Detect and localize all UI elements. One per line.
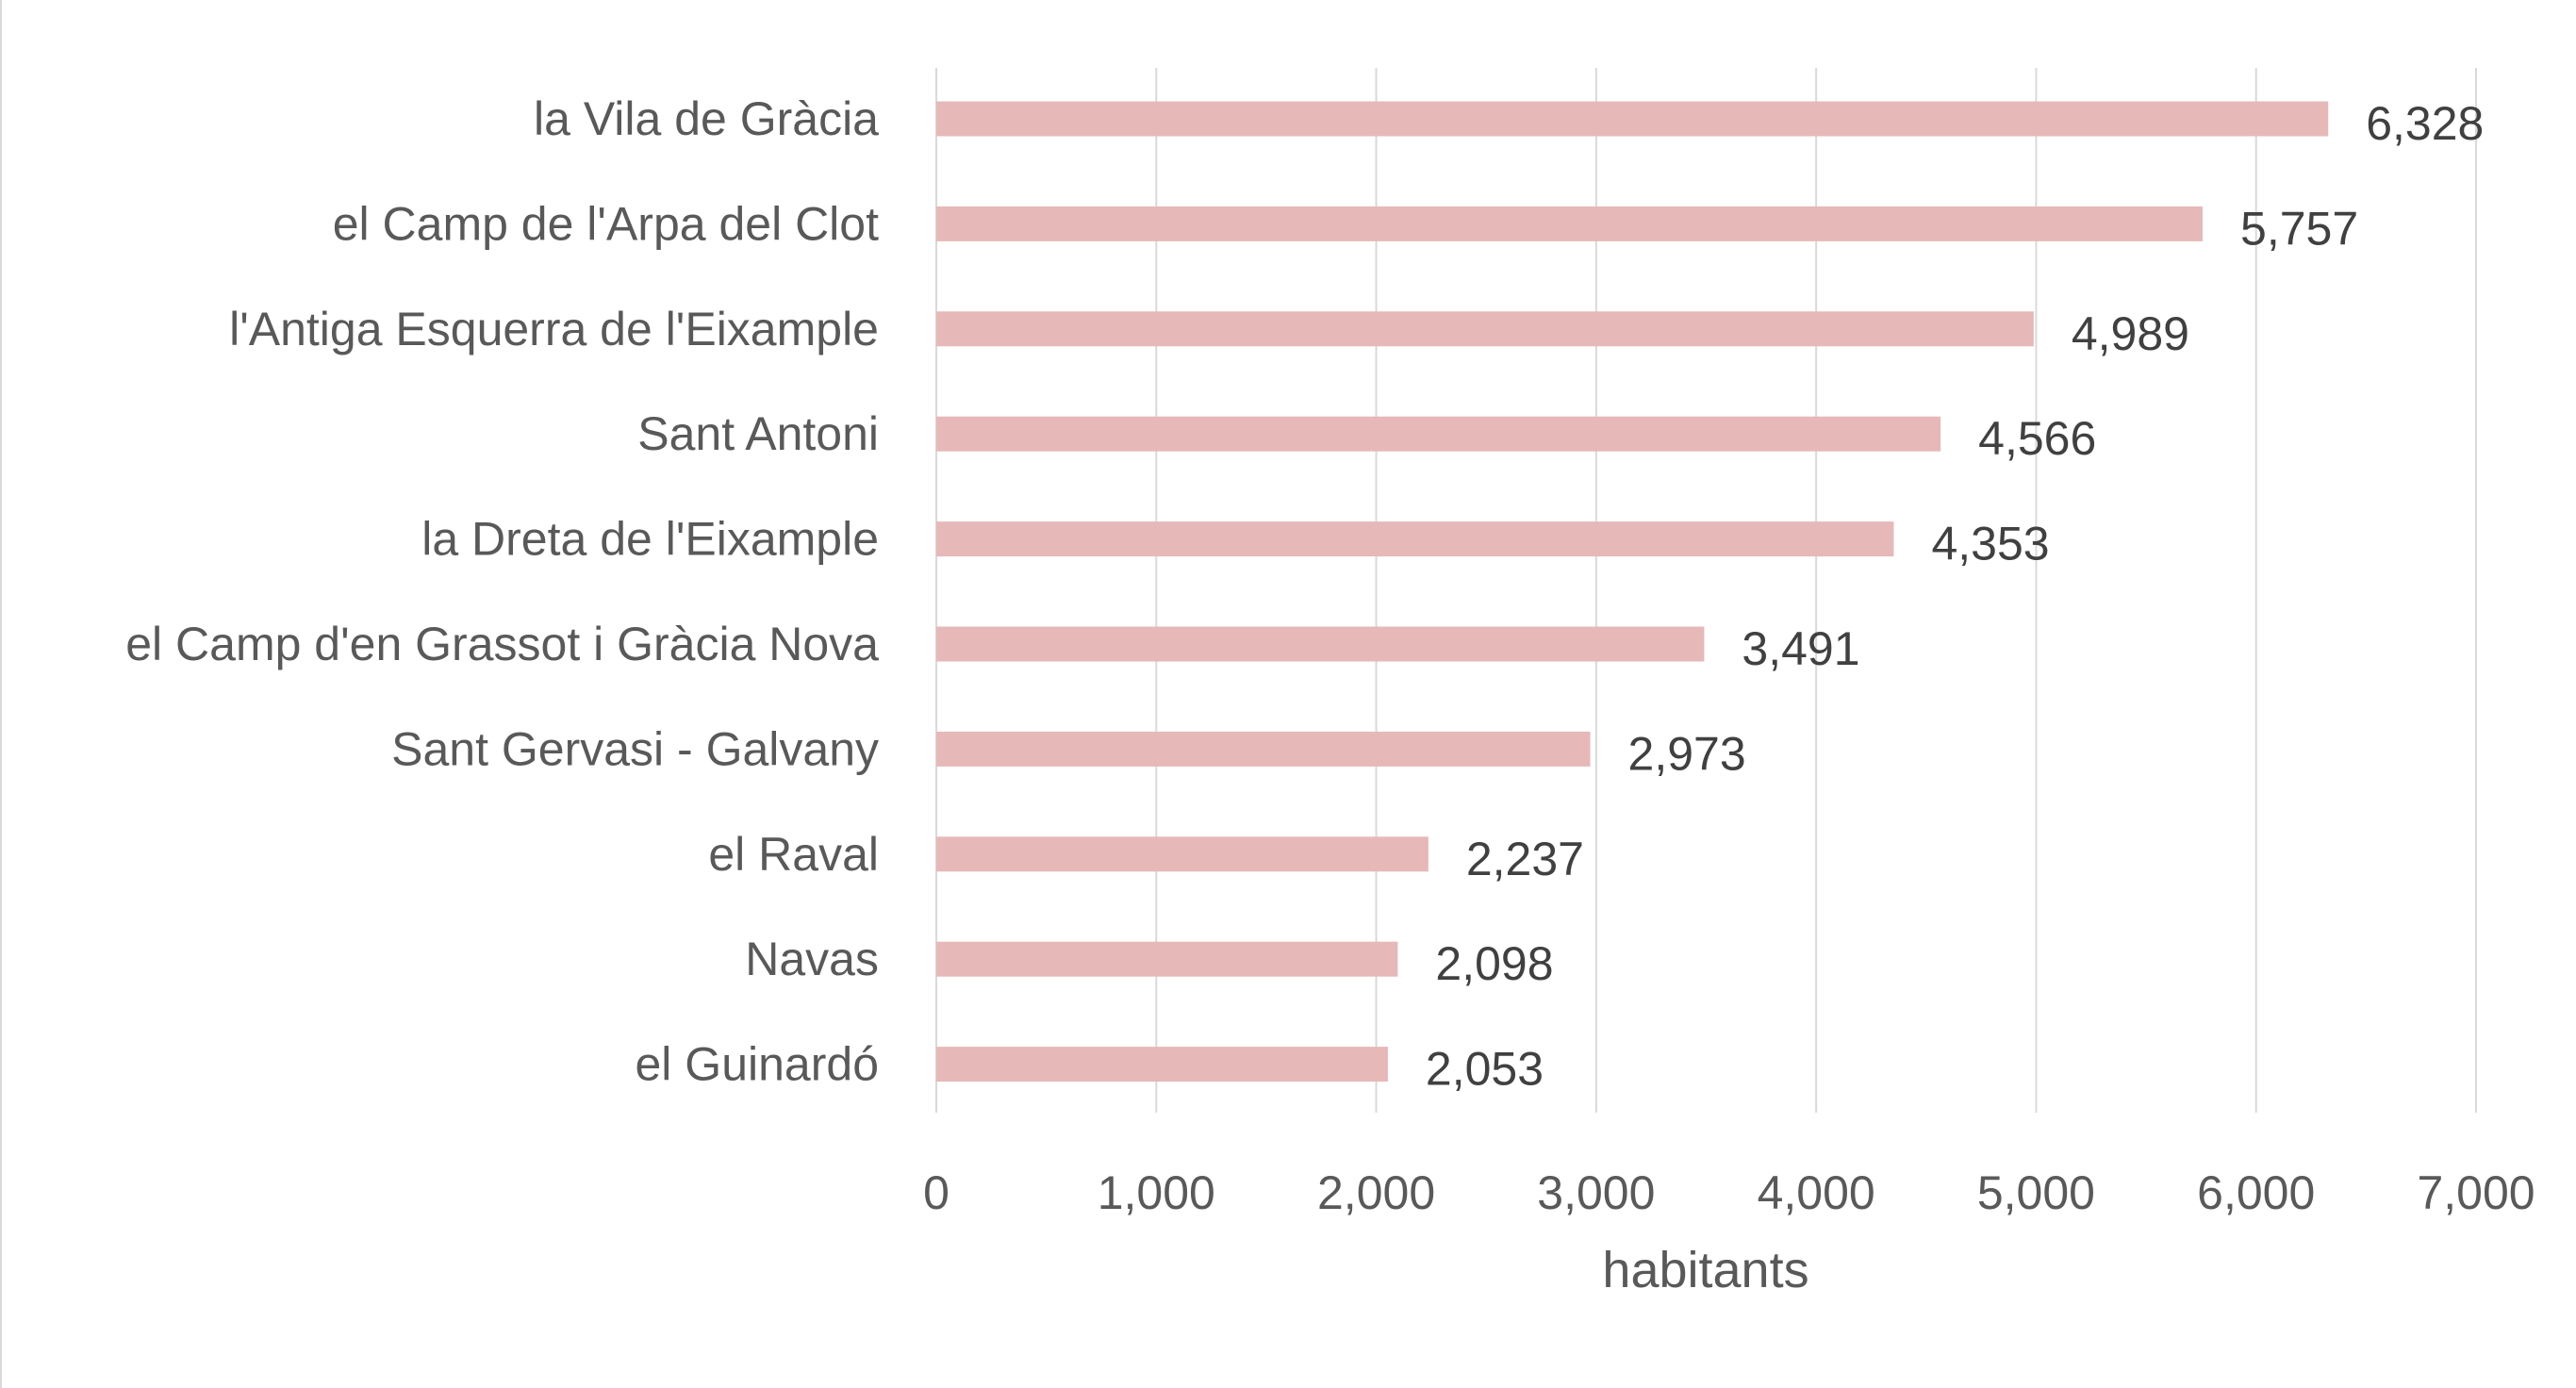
x-tick-label: 2,000 (1317, 1166, 1435, 1219)
value-label: 4,353 (1931, 518, 2049, 570)
x-tick-label: 1,000 (1098, 1166, 1215, 1219)
category-label: el Raval (708, 828, 879, 881)
bar (936, 416, 1941, 452)
x-tick-label: 4,000 (1758, 1166, 1875, 1219)
x-tick-label: 7,000 (2417, 1166, 2535, 1219)
bar (936, 836, 1428, 872)
category-label: Navas (745, 933, 879, 985)
value-label: 2,053 (1426, 1043, 1544, 1096)
value-label: 5,757 (2240, 202, 2358, 255)
x-tick-label: 3,000 (1537, 1166, 1655, 1219)
bar (936, 626, 1705, 662)
bar (936, 731, 1591, 767)
category-label: el Guinardó (636, 1038, 880, 1091)
value-label: 2,237 (1466, 833, 1584, 885)
category-label: el Camp d'en Grassot i Gràcia Nova (125, 618, 879, 670)
category-label: la Dreta de l'Eixample (421, 513, 879, 566)
category-label: Sant Gervasi - Galvany (391, 722, 879, 775)
bar (936, 1047, 1388, 1082)
bar (936, 941, 1398, 977)
category-label: el Camp de l'Arpa del Clot (333, 197, 879, 250)
value-label: 2,098 (1435, 937, 1553, 990)
x-axis-title: habitants (1602, 1242, 1808, 1298)
value-label: 6,328 (2366, 97, 2484, 150)
value-label: 4,566 (1978, 412, 2096, 465)
x-tick-label: 5,000 (1977, 1166, 2095, 1219)
gridlines (935, 68, 2477, 1113)
bar (936, 206, 2204, 241)
category-label: l'Antiga Esquerra de l'Eixample (229, 303, 879, 355)
x-tick-label: 0 (923, 1166, 949, 1219)
x-axis-tick-labels: 0 1,000 2,000 3,000 4,000 5,000 6,000 7,000 (923, 1166, 2535, 1219)
category-label: Sant Antoni (637, 407, 879, 460)
bars (936, 101, 2329, 1082)
bar (936, 311, 2034, 347)
bar (936, 521, 1894, 557)
value-label: 4,989 (2072, 307, 2189, 360)
bar (936, 101, 2329, 137)
value-label: 2,973 (1628, 727, 1746, 780)
x-tick-label: 6,000 (2197, 1166, 2315, 1219)
category-labels: la Vila de Gràcia el Camp de l'Arpa del C… (125, 92, 879, 1091)
category-label: la Vila de Gràcia (534, 92, 879, 145)
value-label: 3,491 (1742, 622, 1859, 675)
